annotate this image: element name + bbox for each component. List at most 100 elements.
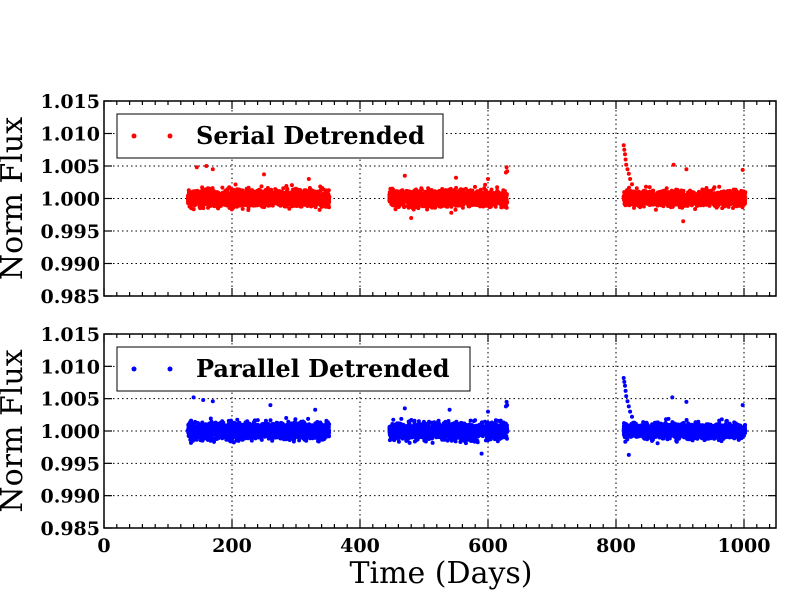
data-point [224, 198, 229, 203]
data-point [503, 199, 508, 204]
data-point [407, 192, 412, 197]
data-point [483, 182, 488, 187]
data-point [200, 201, 205, 205]
data-point [211, 194, 215, 199]
data-point [192, 203, 197, 208]
data-point [289, 183, 294, 188]
data-point [447, 191, 452, 196]
data-point [274, 192, 279, 197]
data-point [644, 184, 648, 189]
data-point [318, 184, 323, 189]
data-point [195, 198, 200, 203]
data-point [437, 194, 442, 199]
data-point [393, 199, 398, 204]
data-point [491, 201, 496, 206]
data-point [318, 188, 323, 193]
data-point [393, 192, 398, 197]
data-point [388, 186, 393, 191]
data-point [412, 195, 417, 199]
data-point [414, 187, 418, 192]
data-point [483, 188, 488, 192]
data-points [185, 143, 748, 224]
data-point [309, 201, 314, 206]
data-point [306, 189, 311, 194]
data-point [293, 190, 298, 195]
data-point [261, 191, 266, 196]
data-point [390, 192, 395, 197]
data-point [307, 193, 312, 198]
data-point [229, 187, 234, 192]
data-point [262, 197, 267, 201]
data-point [268, 197, 273, 202]
data-point [246, 208, 251, 212]
data-point [452, 195, 457, 200]
data-point [400, 194, 404, 199]
data-point [280, 199, 285, 204]
data-point [420, 198, 425, 203]
data-point [647, 185, 652, 190]
data-point [255, 195, 260, 200]
data-point [463, 186, 468, 191]
data-point [485, 199, 490, 204]
data-point [496, 192, 500, 197]
data-point [266, 202, 271, 207]
data-point [220, 190, 225, 195]
data-point [317, 207, 322, 212]
data-point [287, 206, 292, 211]
data-point [193, 193, 197, 198]
data-point [302, 200, 307, 205]
data-point [313, 194, 318, 199]
data-point [284, 190, 289, 195]
data-point [191, 207, 196, 212]
data-point [410, 200, 415, 205]
data-point [255, 188, 260, 193]
data-point [198, 206, 203, 211]
data-point [431, 191, 436, 196]
data-point [274, 188, 279, 193]
data-point [314, 198, 319, 203]
data-point [459, 202, 463, 207]
data-point [443, 188, 448, 193]
data-point [453, 203, 458, 208]
data-point [240, 200, 245, 205]
data-point [220, 185, 225, 190]
data-point [504, 193, 509, 198]
data-point [313, 205, 318, 210]
data-point [477, 202, 482, 207]
data-point [200, 185, 205, 190]
data-point [251, 190, 256, 195]
data-point [201, 206, 206, 211]
data-point [477, 191, 482, 196]
data-point [297, 191, 302, 195]
data-point [488, 193, 493, 198]
data-point [409, 205, 414, 209]
data-point [653, 207, 658, 212]
data-point [400, 188, 405, 193]
data-point [425, 191, 430, 196]
data-point [201, 191, 206, 196]
data-point [502, 203, 507, 208]
data-point [419, 187, 424, 192]
data-point [495, 185, 500, 190]
data-point [189, 196, 194, 201]
data-point [233, 200, 237, 205]
data-point [278, 189, 282, 194]
data-point [208, 189, 213, 194]
data-point [298, 204, 303, 209]
data-point [439, 202, 444, 207]
data-point [240, 206, 245, 211]
data-point [249, 200, 254, 205]
data-point [442, 198, 447, 203]
data-point [444, 193, 449, 198]
data-point [426, 186, 431, 191]
data-point [417, 195, 422, 200]
data-point [324, 198, 329, 203]
data-point [459, 197, 464, 202]
data-point [235, 194, 240, 199]
data-point [681, 188, 686, 193]
data-point [289, 195, 294, 199]
data-point [233, 182, 238, 187]
data-point [319, 196, 324, 201]
data-point [425, 207, 430, 212]
